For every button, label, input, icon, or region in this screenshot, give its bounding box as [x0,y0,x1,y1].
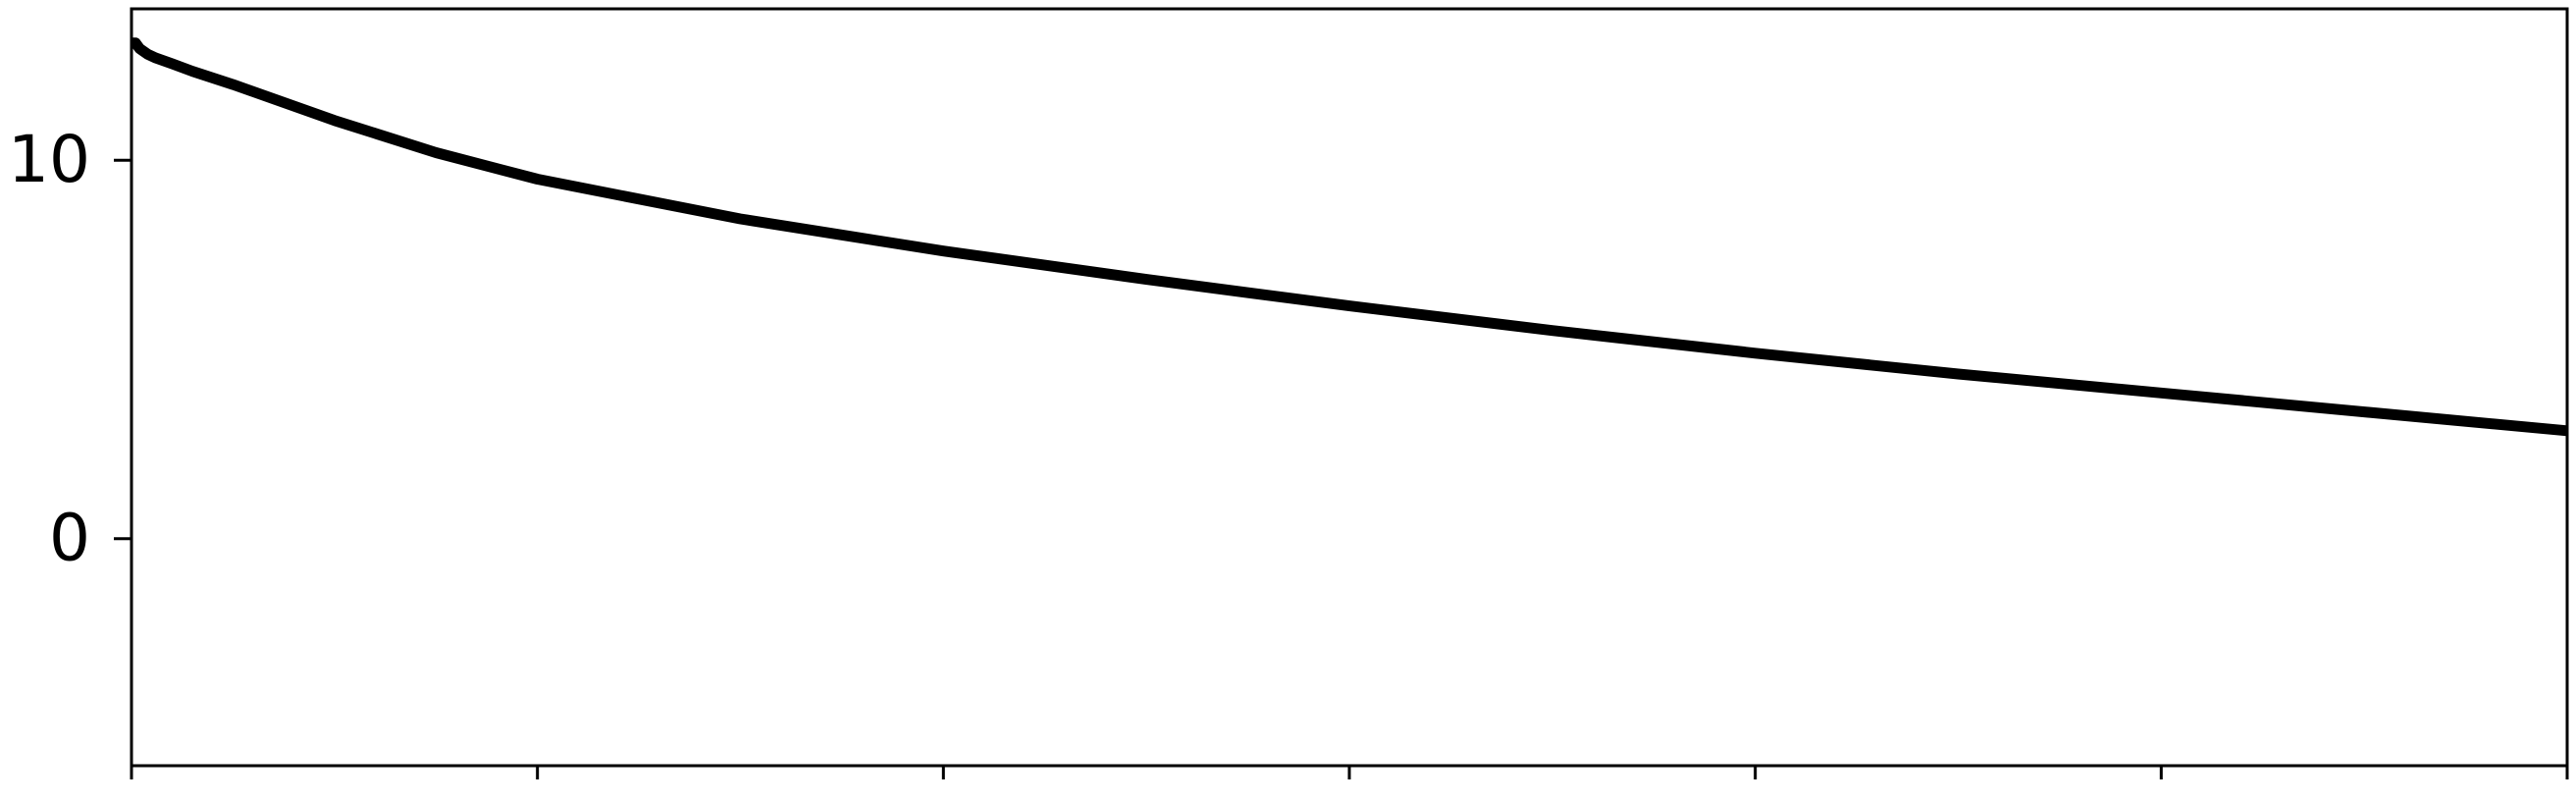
y-tick-label-1: 10 [8,122,90,197]
plot-frame [130,7,2569,768]
y-tick-label-0: 0 [49,501,90,576]
series-line-0 [130,37,2568,437]
plot-area: 0 10 [8,7,2569,779]
